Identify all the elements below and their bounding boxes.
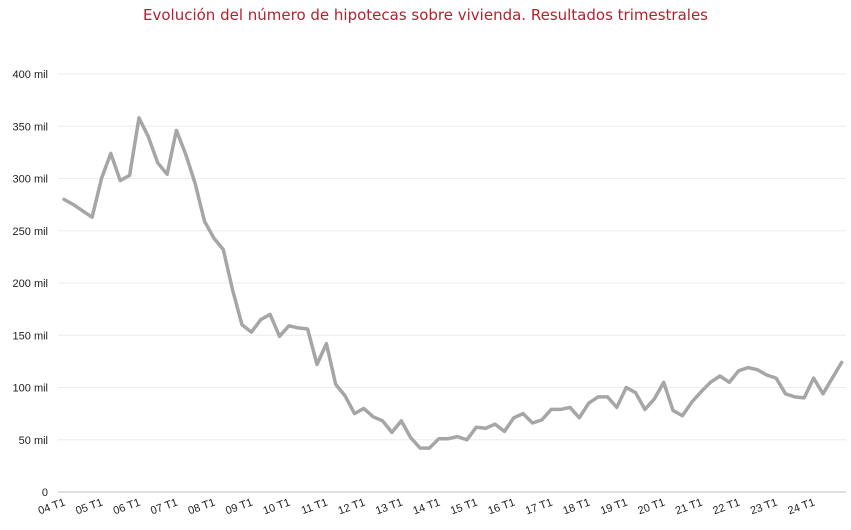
series-line-hipotecas [62, 116, 844, 450]
x-tick-label: 13 T1 [374, 497, 404, 518]
y-tick-label: 150 mil [13, 330, 48, 342]
y-tick-label: 100 mil [13, 383, 48, 395]
x-tick-label: 19 T1 [599, 497, 629, 518]
x-tick-label: 04 T1 [37, 497, 67, 518]
gridlines [58, 73, 846, 441]
y-tick-label: 400 mil [13, 69, 48, 81]
x-tick-label: 20 T1 [636, 497, 666, 518]
x-tick-label: 17 T1 [524, 497, 554, 518]
y-axis-tick-labels: 0 50 mil 100 mil 150 mil 200 mil 250 mil 300 m… [13, 69, 48, 499]
chart-title: Evolución del número de hipotecas sobre … [143, 6, 708, 24]
x-tick-label: 07 T1 [149, 497, 179, 518]
x-tick-label: 05 T1 [74, 497, 104, 518]
y-tick-label: 200 mil [13, 278, 48, 290]
x-tick-label: 15 T1 [449, 497, 479, 518]
x-tick-label: 16 T1 [486, 497, 516, 518]
x-tick-label: 18 T1 [561, 497, 591, 518]
x-tick-label: 24 T1 [786, 497, 816, 518]
x-tick-label: 14 T1 [411, 497, 441, 518]
y-tick-label: 300 mil [13, 174, 48, 186]
y-tick-label: 50 mil [19, 435, 48, 447]
x-tick-label: 11 T1 [300, 497, 330, 518]
y-tick-label: 350 mil [13, 121, 48, 133]
x-tick-label: 21 T1 [674, 497, 704, 518]
x-tick-label: 08 T1 [187, 497, 217, 518]
x-tick-label: 23 T1 [749, 497, 779, 518]
x-tick-label: 12 T1 [337, 497, 367, 518]
x-tick-label: 22 T1 [711, 497, 741, 518]
x-tick-label: 06 T1 [112, 497, 142, 518]
x-tick-label: 10 T1 [262, 497, 292, 518]
y-tick-label: 250 mil [13, 226, 48, 238]
x-tick-label: 09 T1 [224, 497, 254, 518]
x-axis-tick-labels: 04 T1 05 T1 06 T1 07 T1 08 T1 09 T1 10 T1 11 T1… [37, 497, 817, 518]
y-tick-label: 0 [42, 487, 48, 499]
